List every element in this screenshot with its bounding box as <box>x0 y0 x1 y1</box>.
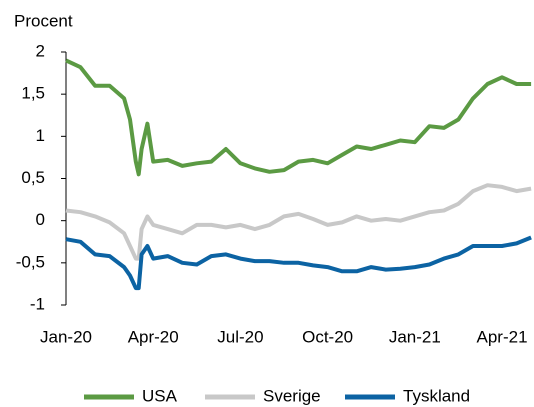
y-tick-label: 2 <box>36 41 45 60</box>
x-tick-label: Apr-20 <box>128 327 179 346</box>
y-tick-label: 0 <box>36 210 45 229</box>
y-axis-label: Procent <box>14 11 73 30</box>
series-line <box>65 58 532 177</box>
series-line <box>65 235 532 291</box>
y-tick-label: -1 <box>30 294 45 313</box>
x-tick-label: Apr-21 <box>477 327 528 346</box>
y-tick-label: 1 <box>36 126 45 145</box>
x-tick-label: Jan-21 <box>389 327 441 346</box>
y-tick-label: 0,5 <box>21 168 45 187</box>
legend-label: Tyskland <box>403 386 470 405</box>
series-line <box>65 183 532 261</box>
y-tick-label: 1,5 <box>21 84 45 103</box>
y-tick-label: -0,5 <box>16 252 45 271</box>
x-tick-label: Jan-20 <box>40 327 92 346</box>
legend-label: USA <box>142 386 178 405</box>
legend-label: Sverige <box>263 386 321 405</box>
x-tick-label: Jul-20 <box>217 327 263 346</box>
x-tick-label: Oct-20 <box>302 327 353 346</box>
